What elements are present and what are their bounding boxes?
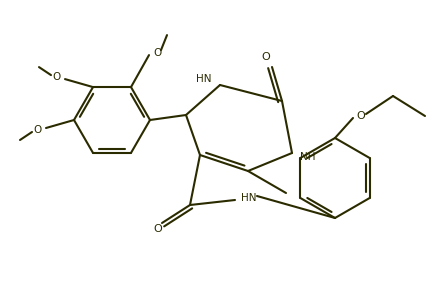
Text: O: O: [53, 72, 61, 82]
Text: O: O: [261, 52, 270, 62]
Text: HN: HN: [241, 193, 257, 203]
Text: O: O: [154, 224, 163, 234]
Text: O: O: [34, 125, 42, 135]
Text: NH: NH: [300, 152, 316, 162]
Text: HN: HN: [196, 74, 212, 84]
Text: O: O: [153, 48, 161, 58]
Text: O: O: [356, 111, 366, 121]
